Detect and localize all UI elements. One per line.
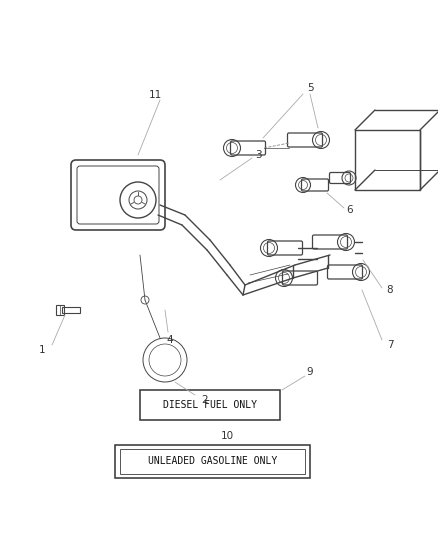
Text: UNLEADED GASOLINE ONLY: UNLEADED GASOLINE ONLY bbox=[148, 456, 277, 466]
Text: 2: 2 bbox=[201, 395, 208, 405]
Text: 8: 8 bbox=[387, 285, 393, 295]
Text: 1: 1 bbox=[39, 345, 45, 355]
Bar bbox=[115, 445, 310, 478]
Bar bbox=[355, 130, 420, 190]
Bar bbox=[62, 307, 80, 313]
Text: 9: 9 bbox=[307, 367, 313, 377]
Text: 3: 3 bbox=[254, 150, 261, 160]
Text: 10: 10 bbox=[220, 431, 233, 441]
Text: 6: 6 bbox=[347, 205, 353, 215]
Bar bbox=[56, 305, 64, 315]
Bar bbox=[140, 390, 280, 420]
Text: 5: 5 bbox=[307, 83, 313, 93]
Bar bbox=[120, 449, 305, 474]
Text: 7: 7 bbox=[387, 340, 393, 350]
Text: 11: 11 bbox=[148, 90, 162, 100]
Text: DIESEL FUEL ONLY: DIESEL FUEL ONLY bbox=[163, 400, 257, 410]
Text: 4: 4 bbox=[167, 335, 173, 345]
